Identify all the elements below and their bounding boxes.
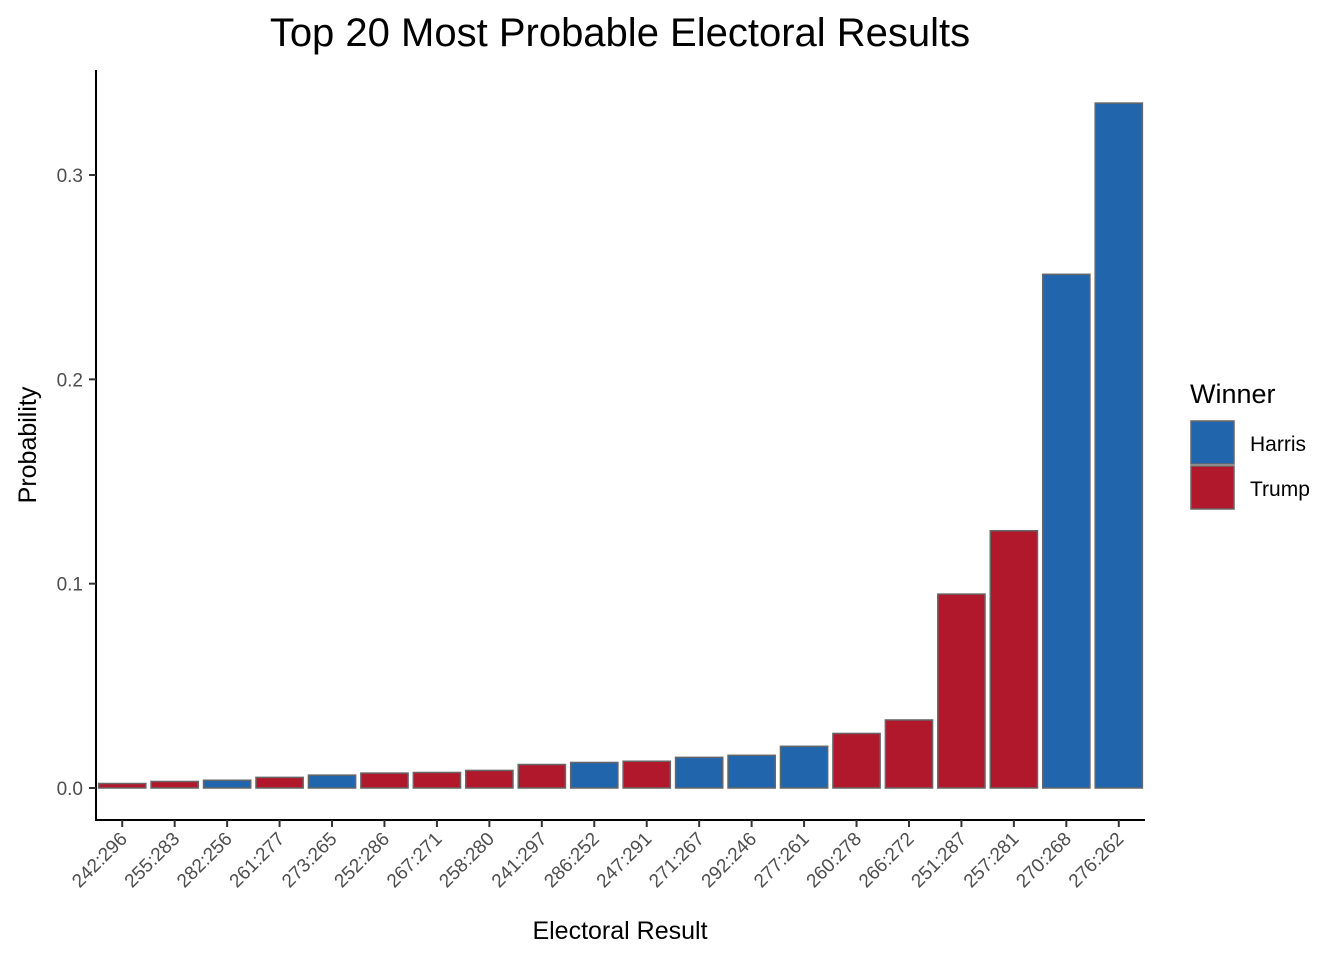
bar-241:297 (517, 763, 567, 789)
bar-266:272 (884, 719, 934, 789)
legend-label-harris: Harris (1250, 433, 1306, 456)
x-ticks: 242:296255:283282:256261:277273:265252:2… (68, 820, 1128, 892)
bar-271:267 (674, 756, 724, 789)
bar-261:277 (255, 776, 304, 789)
y-axis-title: Probability (14, 386, 42, 503)
bar-270:268 (1041, 273, 1091, 789)
bar-260:278 (832, 732, 881, 789)
bar-277:261 (779, 745, 829, 789)
x-tick-label: 267:271 (383, 829, 446, 892)
x-tick-label: 277:261 (750, 829, 813, 892)
bar-282:256 (202, 779, 252, 789)
x-tick-label: 255:283 (121, 829, 184, 892)
legend-items: Harris Trump (1190, 420, 1310, 510)
bar-286:252 (569, 761, 619, 789)
bar-252:286 (360, 772, 409, 789)
x-tick-label: 273:265 (278, 829, 341, 892)
bar-242:296 (97, 782, 147, 789)
x-tick-label: 241:297 (488, 829, 551, 892)
x-tick-label: 276:262 (1065, 829, 1128, 892)
x-tick-label: 251:287 (908, 829, 971, 892)
bar-276:262 (1094, 102, 1144, 789)
y-tick-label: 0.2 (57, 370, 83, 391)
x-tick-label: 242:296 (68, 829, 131, 892)
x-tick-label: 292:246 (698, 829, 761, 892)
bar-251:287 (937, 593, 986, 789)
bar-273:265 (307, 774, 357, 789)
chart-title: Top 20 Most Probable Electoral Results (270, 11, 970, 55)
x-tick-label: 247:291 (593, 829, 656, 892)
x-tick-label: 258:280 (435, 829, 498, 892)
bar-292:246 (727, 754, 776, 789)
x-tick-label: 266:272 (855, 829, 918, 892)
bar-267:271 (412, 771, 462, 789)
x-tick-label: 271:267 (645, 829, 708, 892)
bar-247:291 (622, 760, 672, 789)
bar-255:283 (150, 780, 200, 789)
x-tick-label: 252:286 (331, 829, 394, 892)
legend: Winner Harris Trump (1190, 379, 1310, 510)
bars-layer (97, 102, 1144, 789)
legend-swatch-trump (1190, 465, 1235, 510)
x-tick-label: 286:252 (540, 829, 603, 892)
legend-swatch-harris (1190, 420, 1235, 465)
y-ticks: 0.0 0.1 0.2 0.3 (57, 166, 96, 800)
y-tick-label: 0.3 (57, 166, 83, 187)
x-tick-label: 261:277 (226, 829, 289, 892)
x-tick-label: 270:268 (1012, 829, 1075, 892)
y-tick-label: 0.0 (57, 779, 83, 800)
x-tick-label: 282:256 (173, 829, 236, 892)
x-axis-title: Electoral Result (532, 917, 707, 945)
bar-258:280 (465, 769, 514, 789)
legend-label-trump: Trump (1250, 478, 1310, 501)
legend-title: Winner (1190, 379, 1276, 409)
x-tick-label: 257:281 (960, 829, 1023, 892)
x-tick-label: 260:278 (803, 829, 866, 892)
y-tick-label: 0.1 (57, 575, 83, 596)
bar-257:281 (989, 529, 1039, 789)
